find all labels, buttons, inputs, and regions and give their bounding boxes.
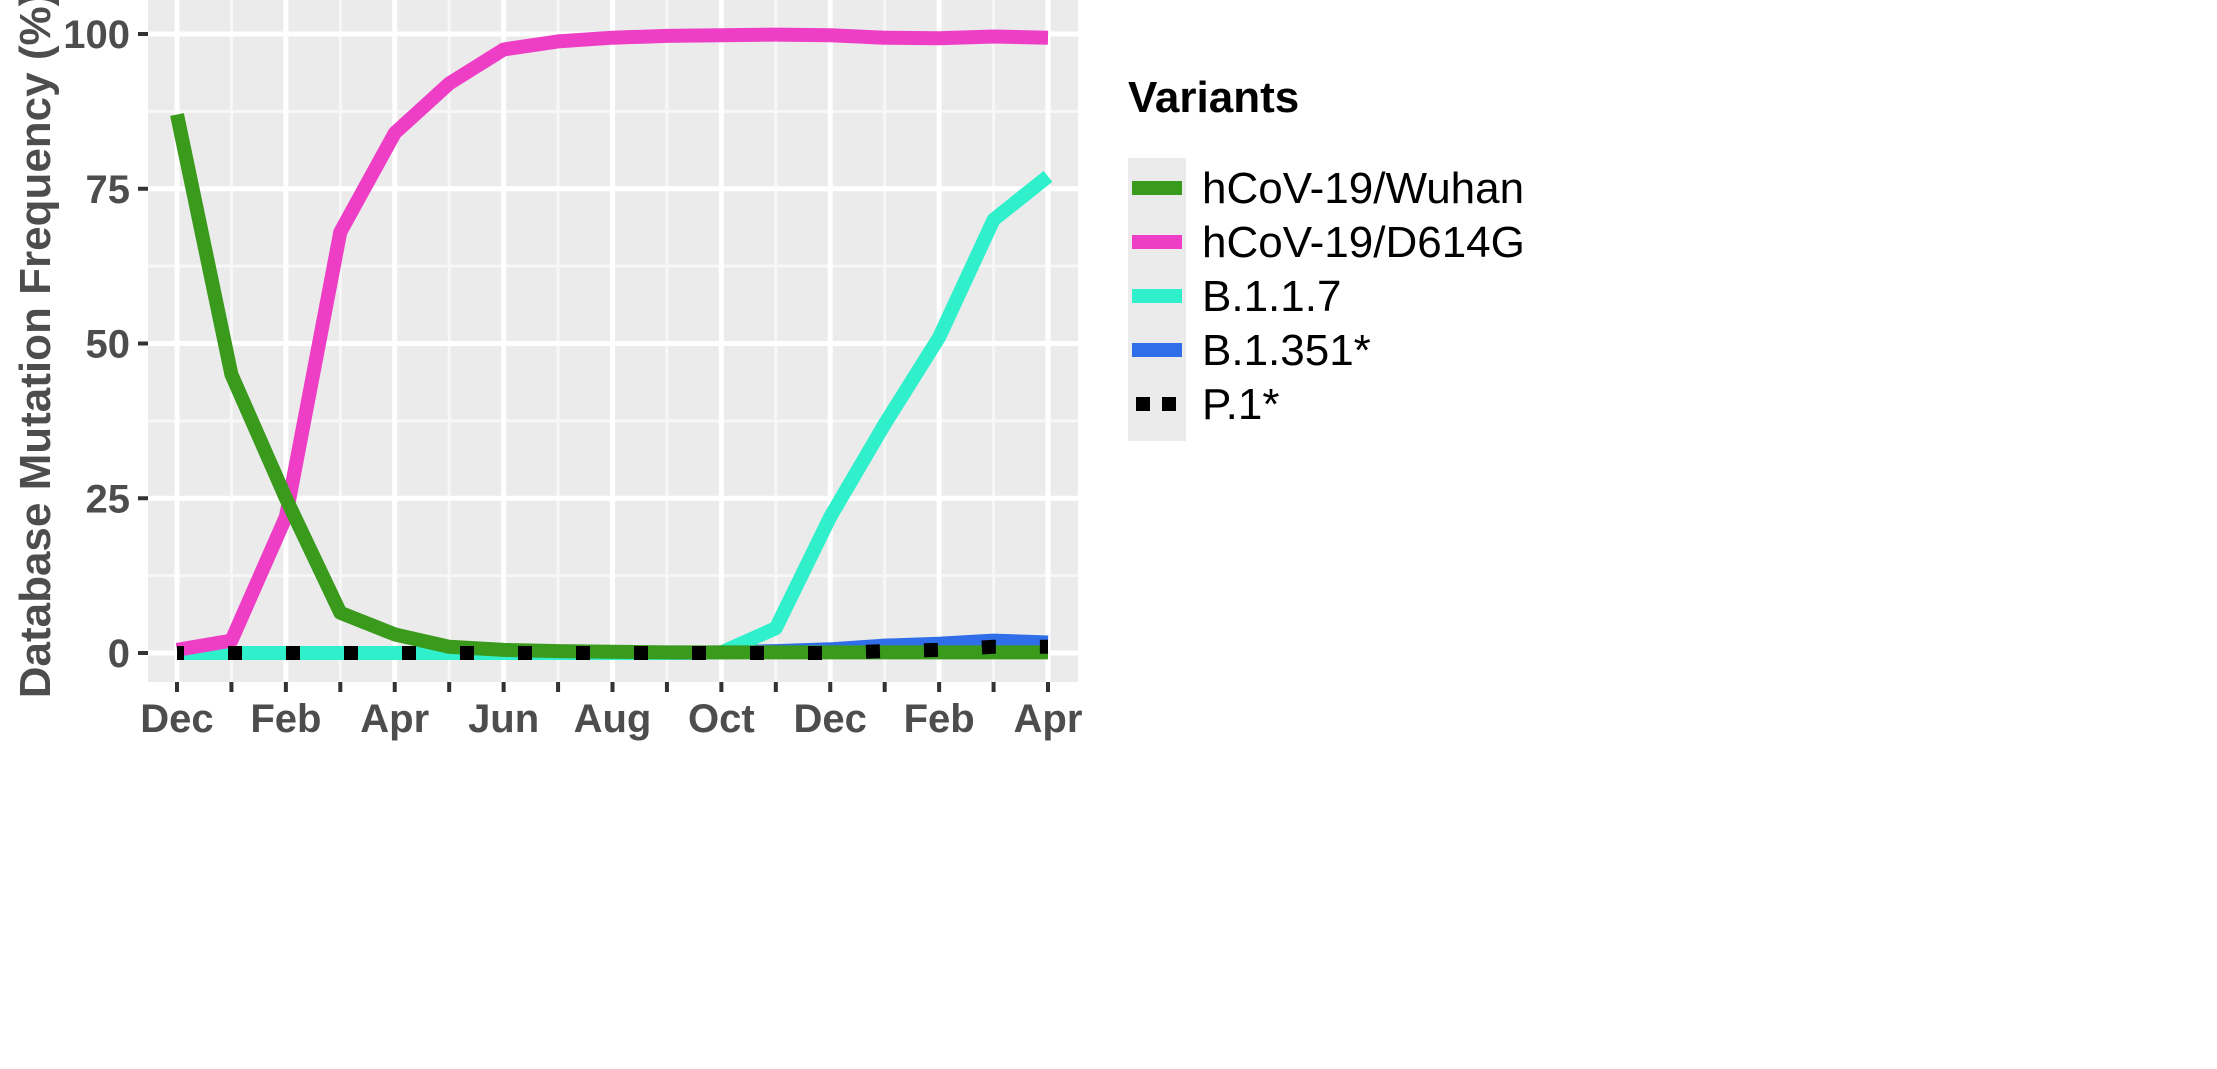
legend-item: P.1*	[1136, 380, 1280, 429]
legend-label: hCoV-19/Wuhan	[1202, 164, 1524, 213]
x-tick-label: Aug	[574, 697, 652, 741]
legend-item: hCoV-19/D614G	[1132, 218, 1525, 267]
legend-label: B.1.351*	[1202, 326, 1371, 375]
x-tick-label: Apr	[1014, 697, 1083, 741]
legend-item: B.1.351*	[1132, 326, 1371, 375]
x-axis: Dec Feb Apr Jun Aug Oct Dec Feb Apr	[140, 682, 1082, 741]
legend-item: hCoV-19/Wuhan	[1132, 164, 1524, 213]
x-tick-label: Feb	[904, 697, 975, 741]
legend-label: P.1*	[1202, 380, 1280, 429]
y-tick-label: 50	[86, 323, 131, 367]
y-tick-label: 0	[108, 632, 130, 676]
legend-label: hCoV-19/D614G	[1202, 218, 1525, 267]
series-line-1	[175, 27, 1049, 657]
x-tick-label: Feb	[250, 697, 321, 741]
legend-label: B.1.1.7	[1202, 272, 1341, 321]
x-tick-label: Dec	[140, 697, 213, 741]
y-axis: 0 25 50 75 100	[63, 13, 148, 676]
y-tick-label: 100	[63, 13, 130, 57]
x-tick-label: Oct	[688, 697, 755, 741]
x-tick-label: Apr	[360, 697, 429, 741]
x-tick-label: Dec	[794, 697, 867, 741]
y-axis-label: Database Mutation Frequency (%)	[11, 0, 60, 698]
legend-item: B.1.1.7	[1132, 272, 1341, 321]
x-tick-label: Jun	[468, 697, 539, 741]
y-tick-label: 25	[86, 477, 131, 521]
series-line-0	[170, 113, 1048, 660]
legend-swatch	[1162, 397, 1176, 411]
y-tick-label: 75	[86, 168, 131, 212]
legend-swatch	[1136, 397, 1150, 411]
series-lines	[170, 27, 1053, 660]
legend: Variants hCoV-19/Wuhan hCoV-19/D614G B.1.1…	[1128, 73, 1525, 441]
legend-title: Variants	[1128, 73, 1299, 122]
grid-lines	[148, 0, 1078, 682]
